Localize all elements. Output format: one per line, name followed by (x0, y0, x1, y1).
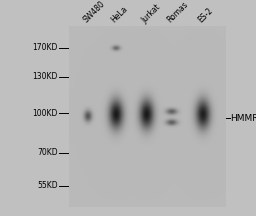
Text: Jurkat: Jurkat (140, 2, 162, 25)
Text: 55KD: 55KD (37, 181, 58, 190)
Text: 170KD: 170KD (32, 43, 58, 52)
Text: SW480: SW480 (81, 0, 107, 25)
Text: 70KD: 70KD (37, 148, 58, 157)
Text: HeLa: HeLa (110, 5, 130, 25)
Text: HMMR: HMMR (230, 114, 256, 123)
Text: 130KD: 130KD (32, 72, 58, 81)
Text: Romas: Romas (165, 0, 190, 25)
Text: 100KD: 100KD (32, 108, 58, 118)
Text: ES-2: ES-2 (196, 6, 215, 25)
